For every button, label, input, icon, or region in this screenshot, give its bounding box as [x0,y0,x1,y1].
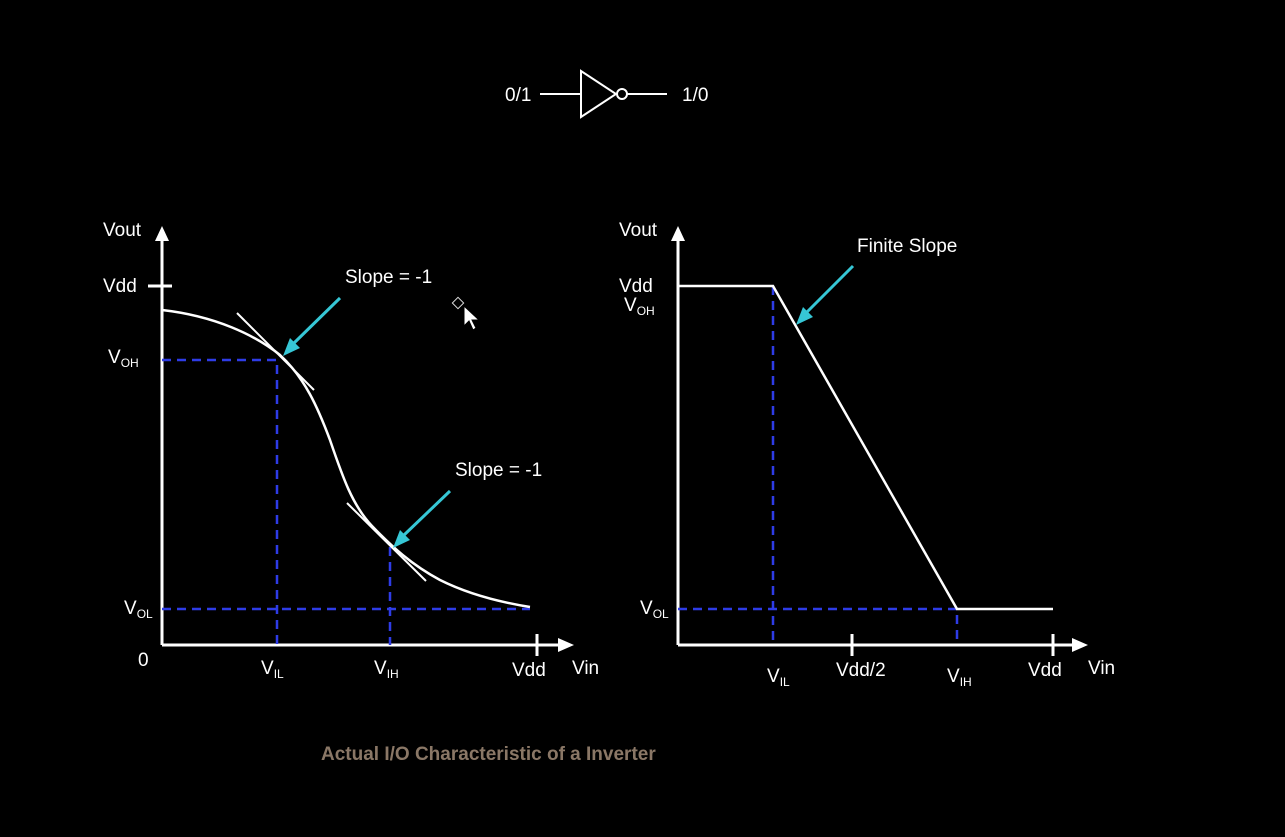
left-vol-label: VOL [124,598,153,621]
diagram-caption: Actual I/O Characteristic of a Inverter [321,744,656,765]
right-finite-slope-pointer [804,264,855,315]
left-transfer-curve [161,308,531,609]
left-slope1-pointer [291,296,342,346]
left-vih-label: VIH [374,658,399,681]
left-slope2-pointer [401,489,452,538]
right-vdd-half-label: Vdd/2 [836,660,886,681]
left-voh-guide [162,358,279,645]
left-slope2-label: Slope = -1 [455,460,542,481]
right-vdd-x-label: Vdd [1028,660,1062,681]
right-finite-slope-arrowhead [796,307,813,325]
left-y-axis-label: Vout [103,220,142,241]
right-x-axis-arrowhead [1072,638,1088,652]
left-slope1-label: Slope = -1 [345,267,432,288]
left-x-axis-arrowhead [558,638,574,652]
left-graph: Vout Vdd VOH VOL 0 VIL VIH Vdd Vin Slope… [103,220,599,681]
inverter-symbol: 0/1 1/0 [505,69,708,119]
right-vdd-y-label: Vdd [619,276,653,297]
inverter-bubble [616,88,628,100]
left-voh-label: VOH [108,347,139,370]
right-vih-label: VIH [947,666,972,689]
right-y-axis-label: Vout [619,220,658,241]
left-vdd-x-label: Vdd [512,660,546,681]
right-graph: Vout Vdd VOH VOL VIL Vdd/2 VIH Vdd Vin F… [619,220,1115,689]
left-y-axis-arrowhead [155,226,169,241]
right-vil-label: VIL [767,666,790,689]
mouse-cursor-icon [451,296,481,331]
right-x-axis-label: Vin [1088,658,1115,679]
right-y-axis-arrowhead [671,226,685,241]
left-x-axis-label: Vin [572,658,599,679]
inverter-input-label: 0/1 [505,85,531,106]
left-origin-label: 0 [138,650,149,671]
left-slope2-arrowhead [393,530,410,548]
right-vol-guide [678,607,959,645]
left-vdd-y-label: Vdd [103,276,137,297]
left-tangent-1 [236,312,315,391]
right-vol-label: VOL [640,598,669,621]
left-vil-label: VIL [261,658,284,681]
left-slope1-arrowhead [283,338,300,356]
inverter-triangle [580,69,618,119]
left-tangent-2 [346,502,427,582]
inverter-output-label: 1/0 [682,85,708,106]
right-voh-label: VOH [624,295,655,318]
right-finite-slope-label: Finite Slope [857,236,957,257]
right-transfer-curve [678,284,1053,611]
